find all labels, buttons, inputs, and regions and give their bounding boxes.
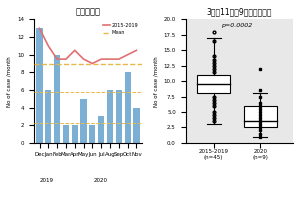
- Bar: [72, 125, 78, 143]
- Legend: 2015-2019, Mean: 2015-2019, Mean: [102, 22, 139, 36]
- Bar: [80, 99, 87, 143]
- Bar: [36, 28, 43, 143]
- Text: 2019: 2019: [40, 178, 54, 183]
- Bar: [98, 116, 104, 143]
- Bar: [45, 90, 51, 143]
- Y-axis label: No of case /month: No of case /month: [7, 56, 12, 107]
- Bar: [63, 125, 69, 143]
- Text: p=0.0002: p=0.0002: [221, 23, 253, 28]
- FancyBboxPatch shape: [197, 75, 230, 93]
- Bar: [107, 90, 113, 143]
- FancyBboxPatch shape: [244, 106, 277, 127]
- Title: 月別発生数: 月別発生数: [76, 7, 100, 16]
- Y-axis label: No of case /month: No of case /month: [153, 56, 158, 107]
- Bar: [54, 55, 60, 143]
- Text: 2020: 2020: [94, 178, 108, 183]
- Bar: [124, 72, 131, 143]
- Bar: [134, 108, 140, 143]
- Title: 3月～11月の9か月間の比較: 3月～11月の9か月間の比較: [207, 7, 272, 16]
- Bar: [116, 90, 122, 143]
- Bar: [89, 125, 95, 143]
